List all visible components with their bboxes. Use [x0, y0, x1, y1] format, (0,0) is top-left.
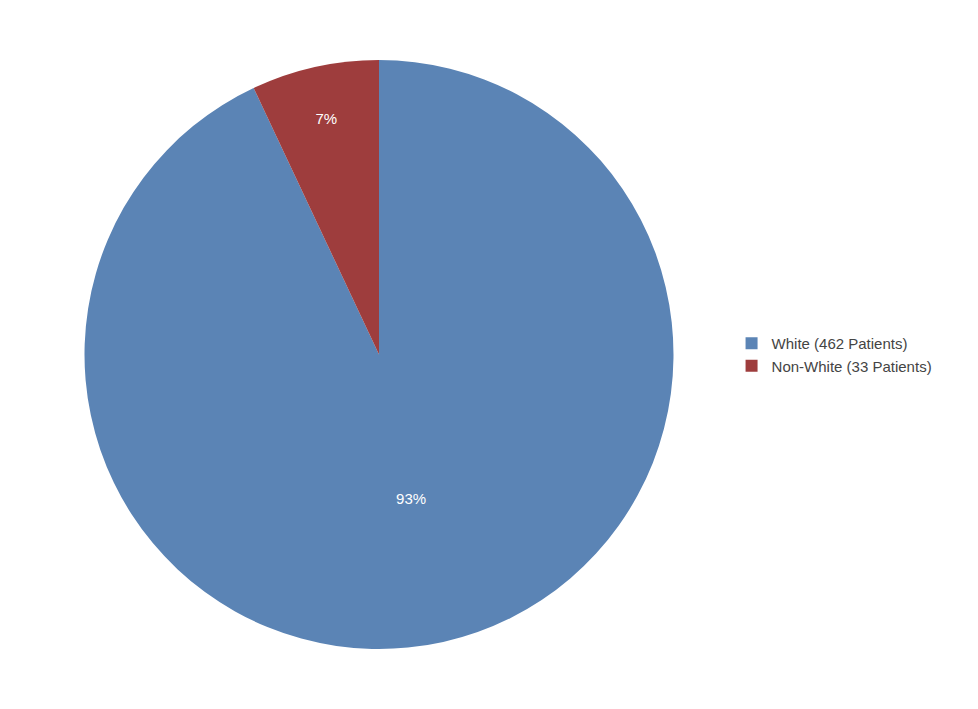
svg-text:7%: 7% [315, 110, 337, 127]
svg-text:93%: 93% [396, 490, 426, 507]
svg-text:White (462 Patients): White (462 Patients) [772, 335, 908, 352]
svg-text:Non-White (33 Patients): Non-White (33 Patients) [772, 358, 932, 375]
